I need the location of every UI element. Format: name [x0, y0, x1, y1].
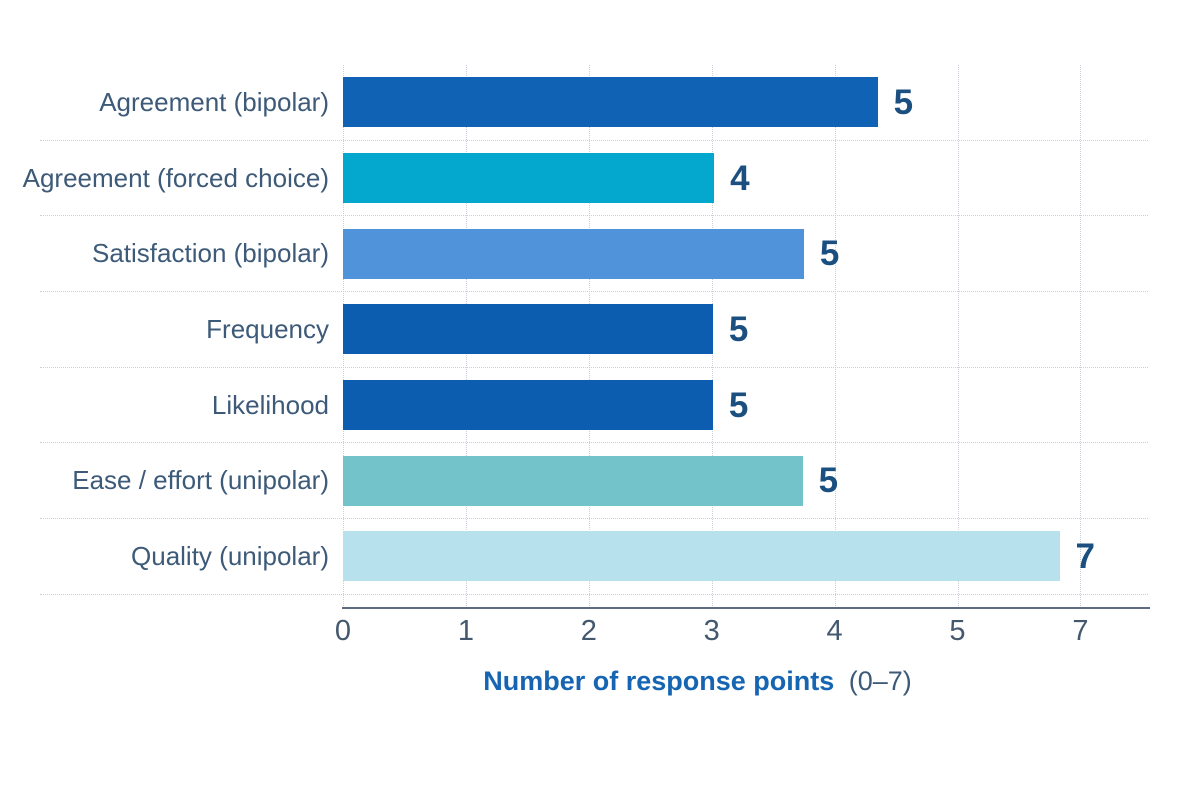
category-label: Agreement (forced choice) — [22, 162, 329, 193]
bar — [343, 380, 713, 431]
bar-track: 4 — [343, 141, 1148, 216]
gridline — [1080, 65, 1082, 608]
x-tick-label: 5 — [949, 615, 966, 647]
chart-row: Quality (unipolar) 7 — [40, 519, 1148, 595]
x-tick-label: 1 — [457, 615, 474, 647]
bar-track: 5 — [343, 368, 1148, 443]
x-tick-label: 3 — [703, 615, 720, 647]
bar-value-label: 5 — [819, 234, 840, 274]
chart-row: Frequency 5 — [40, 292, 1148, 368]
chart-rows: Agreement (bipolar) 5 Agreement (forced … — [22, 65, 1148, 595]
x-axis-line — [342, 607, 1150, 609]
chart-row: Satisfaction (bipolar) 5 — [40, 216, 1148, 293]
x-tick-label: 4 — [826, 615, 843, 647]
chart-row: Likelihood 5 — [40, 368, 1148, 444]
bar-value-label: 4 — [730, 158, 750, 198]
bar — [343, 228, 804, 279]
bar — [343, 304, 713, 355]
bar-value-label: 5 — [818, 461, 839, 501]
bar-value-label: 7 — [1075, 536, 1095, 576]
bar — [343, 153, 715, 204]
category-label: Likelihood — [211, 389, 329, 420]
x-tick-label: 7 — [1072, 615, 1089, 647]
bar-track: 5 — [343, 292, 1148, 367]
category-label: Frequency — [206, 313, 329, 344]
bar — [343, 455, 803, 506]
chart-row: Agreement (bipolar) 5 — [40, 65, 1148, 141]
category-label: Ease / effort (unipolar) — [72, 465, 329, 496]
x-tick-label: 2 — [580, 615, 597, 647]
category-label: Agreement (bipolar) — [99, 86, 329, 117]
x-axis-ticks: 0 1 2 3 4 5 7 — [335, 615, 1148, 651]
x-axis-title-range: (0–7) — [848, 666, 912, 696]
x-axis-title-main: Number of response points — [483, 666, 835, 696]
gridline — [957, 65, 959, 608]
bar — [343, 531, 1060, 582]
bar — [343, 77, 878, 128]
bar-track: 7 — [343, 519, 1148, 594]
bar-value-label: 5 — [893, 82, 914, 122]
x-tick-label: 0 — [334, 615, 352, 647]
chart-row: Ease / effort (unipolar) 5 — [40, 443, 1148, 520]
bar-value-label: 5 — [728, 309, 749, 349]
bar-value-label: 5 — [728, 385, 749, 425]
bar-track: 5 — [343, 216, 1148, 291]
chart-row: Agreement (forced choice) 4 — [22, 141, 1148, 217]
gridline — [834, 65, 836, 608]
bar-track: 5 — [343, 65, 1148, 140]
category-label: Satisfaction (bipolar) — [92, 238, 329, 269]
category-label: Quality (unipolar) — [131, 540, 329, 571]
x-axis-title: Number of response points (0–7) — [295, 666, 1100, 697]
bar-track: 5 — [343, 443, 1148, 518]
